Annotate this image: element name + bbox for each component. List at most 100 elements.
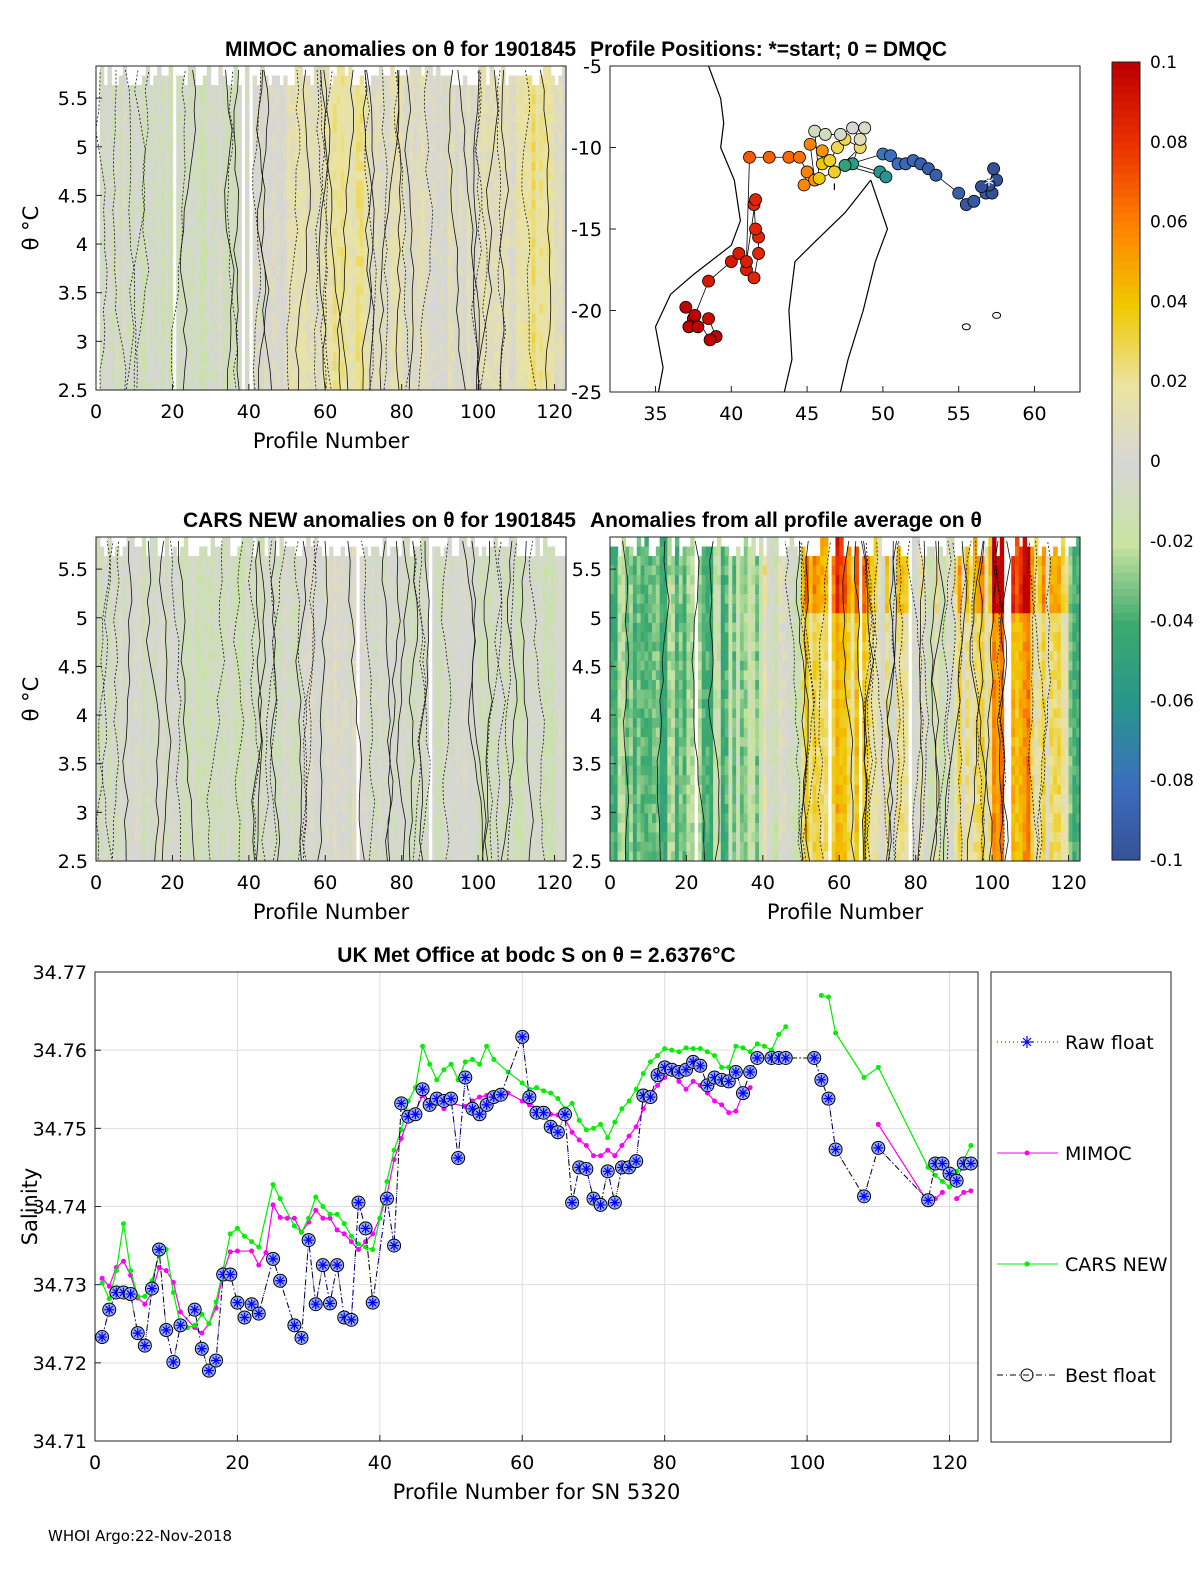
mimoc-heatmap-cell	[283, 75, 288, 86]
cars-heatmap-cell	[180, 699, 185, 710]
mimoc-heatmap-cell	[237, 304, 242, 315]
mimoc-heatmap-cell	[481, 94, 487, 105]
mimoc-heatmap-cell	[153, 342, 158, 353]
mimoc-heatmap-cell	[149, 313, 154, 324]
mimoc-heatmap-cell	[352, 85, 357, 96]
mimoc-heatmap-cell	[397, 323, 403, 334]
mimoc-heatmap-cell	[520, 180, 525, 191]
mimoc-heatmap-cell	[355, 123, 361, 134]
mimoc-heatmap-cell	[199, 342, 204, 353]
mimoc-heatmap-cell	[134, 218, 139, 229]
mimoc-heatmap-cell	[420, 123, 426, 134]
mimoc-heatmap-cell	[176, 113, 181, 124]
mimoc-heatmap-cell	[481, 113, 487, 124]
mimoc-heatmap-cell	[424, 189, 430, 201]
mimoc-heatmap-cell	[103, 380, 109, 391]
mimoc-heatmap-cell	[497, 247, 502, 258]
mimoc-heatmap-cell	[302, 266, 307, 277]
cars-heatmap-cell	[157, 641, 162, 652]
mimoc-heatmap-cell	[180, 113, 185, 124]
mimoc-heatmap-cell	[245, 104, 250, 115]
cars-heatmap-cell	[168, 613, 174, 624]
mimoc-heatmap-cell	[138, 94, 143, 105]
mimoc-heatmap-cell	[290, 361, 296, 372]
mimoc-heatmap-cell	[283, 294, 288, 305]
mimoc-heatmap-cell	[474, 351, 479, 363]
mimoc-heatmap-cell	[481, 247, 487, 258]
cars-heatmap-cell	[176, 594, 181, 605]
mimoc-heatmap-cell	[543, 151, 548, 162]
mimoc-heatmap-cell	[294, 208, 300, 220]
mimoc-heatmap-cell	[279, 323, 284, 334]
mimoc-heatmap-cell	[539, 113, 544, 124]
mimoc-heatmap-cell	[481, 132, 487, 143]
mimoc-heatmap-cell	[237, 189, 242, 201]
mimoc-heatmap-cell	[111, 237, 116, 248]
mimoc-heatmap-cell	[447, 180, 452, 191]
mimoc-heatmap-cell	[99, 342, 105, 353]
mimoc-heatmap-cell	[309, 247, 315, 258]
mimoc-heatmap-cell	[543, 342, 548, 353]
mimoc-heatmap-cell	[187, 228, 193, 239]
mimoc-heatmap-cell	[520, 199, 525, 210]
cars-heatmap-cell	[202, 670, 208, 681]
mimoc-heatmap-cell	[420, 323, 426, 334]
cars-heatmap-cell	[172, 851, 177, 862]
cars-heatmap-cell	[183, 756, 189, 767]
mimoc-heatmap-cell	[317, 370, 323, 382]
mimoc-heatmap-cell	[206, 161, 212, 172]
mimoc-heatmap-cell	[229, 85, 235, 96]
mimoc-heatmap-cell	[222, 94, 227, 105]
mimoc-heatmap-cell	[497, 275, 502, 286]
mimoc-heatmap-cell	[428, 247, 433, 258]
mimoc-heatmap-cell	[267, 180, 273, 191]
mimoc-contour-line	[135, 69, 150, 391]
cars-heatmap-cell	[183, 832, 189, 843]
mimoc-heatmap-cell	[313, 104, 319, 115]
mimoc-heatmap-cell	[344, 237, 349, 248]
mimoc-heatmap-cell	[439, 189, 445, 201]
mimoc-heatmap-cell	[202, 332, 208, 343]
mimoc-heatmap-cell	[562, 237, 567, 248]
cars-heatmap-cell	[176, 822, 181, 834]
cars-heatmap-cell	[111, 813, 116, 824]
mimoc-heatmap-cell	[145, 142, 151, 153]
mimoc-heatmap-cell	[481, 285, 487, 296]
mimoc-heatmap-cell	[474, 104, 479, 115]
cars-heatmap-cell	[96, 813, 101, 824]
mimoc-heatmap-cell	[256, 113, 261, 124]
mimoc-heatmap-cell	[145, 75, 151, 86]
mimoc-heatmap-cell	[481, 161, 487, 172]
mimoc-heatmap-cell	[409, 247, 414, 258]
mimoc-heatmap-cell	[470, 380, 475, 391]
mimoc-heatmap-cell	[313, 342, 319, 353]
mimoc-heatmap-cell	[218, 304, 223, 315]
cars-heatmap-cell	[202, 813, 208, 824]
mimoc-heatmap-cell	[439, 304, 445, 315]
mimoc-heatmap-cell	[462, 247, 468, 258]
mimoc-heatmap-cell	[290, 370, 296, 382]
mimoc-heatmap-cell	[180, 351, 185, 363]
mimoc-heatmap-cell	[210, 113, 216, 124]
mimoc-heatmap-cell	[386, 237, 391, 248]
mimoc-heatmap-cell	[516, 151, 521, 162]
mimoc-heatmap-cell	[397, 142, 403, 153]
mimoc-heatmap-cell	[206, 132, 212, 143]
mimoc-heatmap-cell	[153, 208, 158, 220]
cars-heatmap-cell	[141, 603, 147, 614]
mimoc-heatmap-cell	[550, 256, 556, 267]
mimoc-heatmap-cell	[531, 104, 537, 115]
cars-heatmap-cell	[107, 832, 112, 843]
mimoc-heatmap-cell	[394, 218, 399, 229]
mimoc-heatmap-cell	[321, 142, 326, 153]
cars-heatmap-cell	[96, 565, 101, 576]
cars-heatmap-cell	[180, 765, 185, 776]
mimoc-contour-line	[473, 69, 483, 391]
mimoc-heatmap-cell	[523, 313, 529, 324]
mimoc-heatmap-cell	[160, 142, 166, 153]
mimoc-heatmap-cell	[416, 294, 422, 305]
mimoc-heatmap-cell	[287, 323, 292, 334]
mimoc-heatmap-cell	[332, 228, 338, 239]
mimoc-heatmap-cell	[554, 237, 559, 248]
